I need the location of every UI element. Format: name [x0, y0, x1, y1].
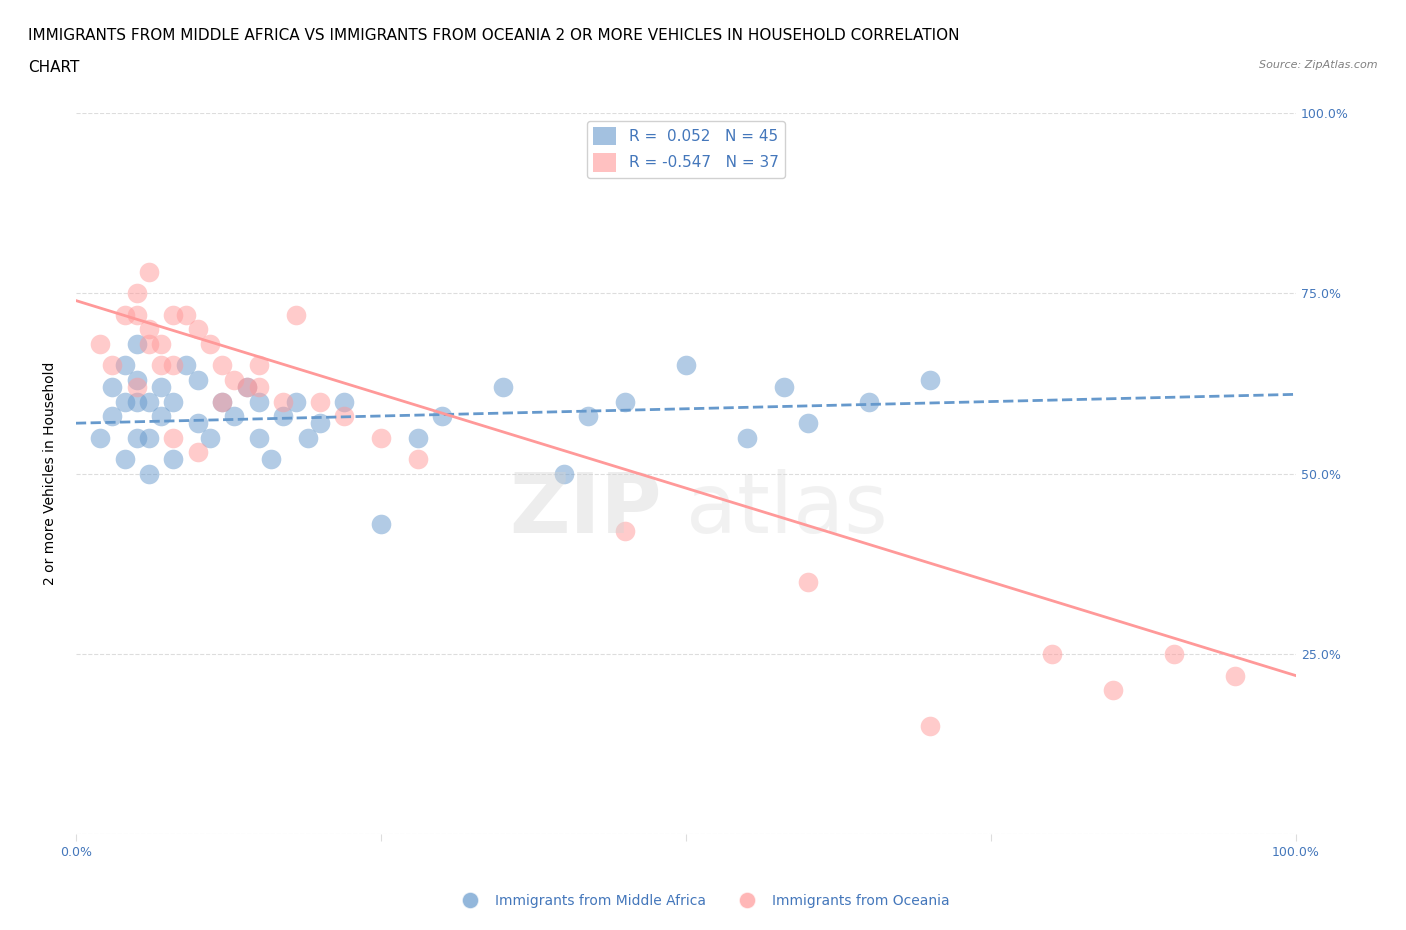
Point — [406, 452, 429, 467]
Point — [1040, 646, 1063, 661]
Point — [430, 408, 453, 423]
Point — [162, 431, 184, 445]
Point — [297, 431, 319, 445]
Point — [187, 322, 209, 337]
Point — [247, 394, 270, 409]
Point — [224, 408, 246, 423]
Point — [309, 394, 332, 409]
Point — [150, 337, 173, 352]
Point — [260, 452, 283, 467]
Point — [138, 431, 160, 445]
Point — [284, 394, 307, 409]
Point — [138, 466, 160, 481]
Point — [1223, 669, 1246, 684]
Point — [138, 264, 160, 279]
Point — [211, 394, 233, 409]
Point — [174, 358, 197, 373]
Point — [211, 358, 233, 373]
Point — [89, 431, 111, 445]
Point — [235, 379, 257, 394]
Point — [370, 517, 392, 532]
Point — [162, 308, 184, 323]
Point — [125, 373, 148, 388]
Point — [101, 379, 124, 394]
Point — [138, 337, 160, 352]
Point — [89, 337, 111, 352]
Point — [101, 358, 124, 373]
Text: IMMIGRANTS FROM MIDDLE AFRICA VS IMMIGRANTS FROM OCEANIA 2 OR MORE VEHICLES IN H: IMMIGRANTS FROM MIDDLE AFRICA VS IMMIGRA… — [28, 28, 960, 43]
Point — [125, 337, 148, 352]
Point — [309, 416, 332, 431]
Point — [162, 452, 184, 467]
Point — [247, 379, 270, 394]
Point — [235, 379, 257, 394]
Point — [114, 308, 136, 323]
Y-axis label: 2 or more Vehicles in Household: 2 or more Vehicles in Household — [44, 362, 58, 585]
Point — [198, 431, 221, 445]
Point — [1163, 646, 1185, 661]
Point — [114, 358, 136, 373]
Point — [114, 394, 136, 409]
Point — [247, 358, 270, 373]
Point — [406, 431, 429, 445]
Point — [613, 524, 636, 538]
Point — [576, 408, 599, 423]
Point — [735, 431, 758, 445]
Point — [187, 445, 209, 459]
Point — [284, 308, 307, 323]
Point — [125, 308, 148, 323]
Point — [675, 358, 697, 373]
Text: CHART: CHART — [28, 60, 80, 75]
Point — [114, 452, 136, 467]
Point — [150, 408, 173, 423]
Point — [211, 394, 233, 409]
Point — [247, 431, 270, 445]
Point — [224, 373, 246, 388]
Point — [271, 408, 294, 423]
Point — [138, 322, 160, 337]
Point — [772, 379, 794, 394]
Text: ZIP: ZIP — [509, 470, 662, 551]
Point — [174, 308, 197, 323]
Text: atlas: atlas — [686, 470, 887, 551]
Point — [1102, 683, 1125, 698]
Point — [333, 394, 356, 409]
Point — [271, 394, 294, 409]
Point — [162, 394, 184, 409]
Point — [125, 394, 148, 409]
Point — [162, 358, 184, 373]
Point — [797, 575, 820, 590]
Point — [553, 466, 575, 481]
Point — [333, 408, 356, 423]
Point — [198, 337, 221, 352]
Point — [918, 373, 941, 388]
Point — [918, 719, 941, 734]
Point — [125, 431, 148, 445]
Point — [150, 379, 173, 394]
Text: Source: ZipAtlas.com: Source: ZipAtlas.com — [1260, 60, 1378, 71]
Point — [797, 416, 820, 431]
Point — [101, 408, 124, 423]
Point — [613, 394, 636, 409]
Point — [370, 431, 392, 445]
Point — [125, 379, 148, 394]
Point — [492, 379, 515, 394]
Point — [138, 394, 160, 409]
Point — [125, 286, 148, 300]
Point — [187, 416, 209, 431]
Point — [150, 358, 173, 373]
Point — [858, 394, 880, 409]
Legend: R =  0.052   N = 45, R = -0.547   N = 37: R = 0.052 N = 45, R = -0.547 N = 37 — [588, 121, 785, 178]
Legend: Immigrants from Middle Africa, Immigrants from Oceania: Immigrants from Middle Africa, Immigrant… — [450, 889, 956, 914]
Point — [187, 373, 209, 388]
